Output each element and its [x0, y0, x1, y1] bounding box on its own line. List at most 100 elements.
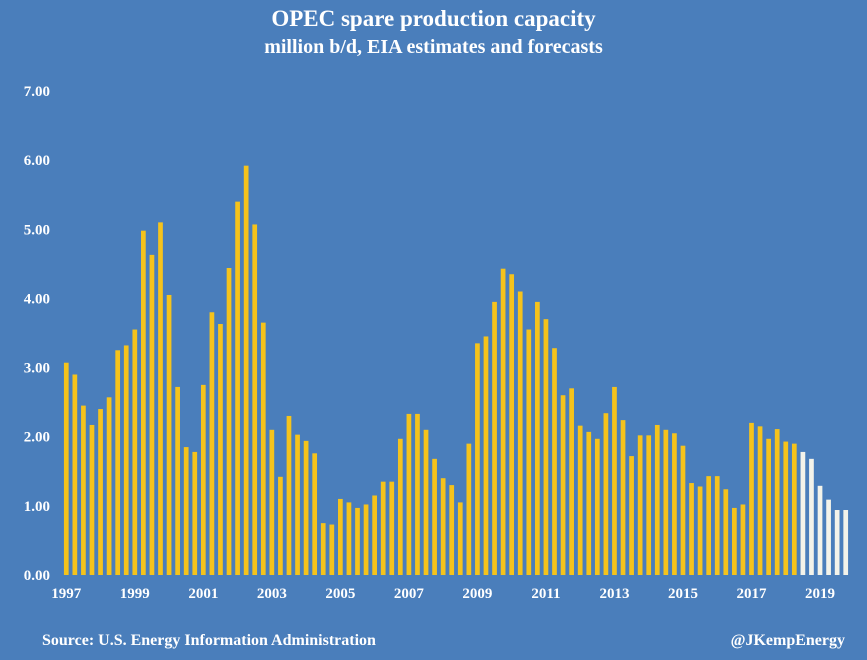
x-axis: 1997 1999 2001 2003 2005 2007 2009 2011 2013 2015… [51, 586, 835, 602]
estimate-bar [749, 422, 754, 575]
estimate-bar [72, 374, 78, 575]
y-tick-label: 4.00 [24, 291, 50, 307]
estimate-bar [672, 433, 677, 575]
estimate-bar [175, 386, 180, 575]
x-tick-label: 2019 [805, 586, 835, 602]
forecast-bar [826, 499, 831, 575]
forecast-bar [817, 485, 823, 575]
estimate-bar [766, 438, 771, 575]
estimate-bar [141, 230, 146, 576]
estimate-bar [757, 426, 763, 575]
estimate-bar [338, 498, 343, 575]
estimate-bar [560, 395, 566, 575]
estimate-bar [192, 451, 198, 575]
estimate-bar [646, 435, 652, 575]
estimate-bar [629, 456, 634, 575]
x-tick-label: 2001 [188, 586, 218, 602]
x-tick-label: 1997 [51, 586, 82, 602]
estimate-bar [620, 420, 626, 575]
estimate-bar [278, 476, 283, 575]
x-tick-label: 2017 [737, 586, 768, 602]
y-tick-label: 2.00 [24, 430, 50, 446]
estimate-bar [209, 312, 215, 575]
x-tick-label: 2007 [394, 586, 425, 602]
x-tick-label: 2005 [325, 586, 355, 602]
estimate-bar [723, 489, 729, 575]
estimate-bar [791, 443, 797, 575]
estimate-bar [432, 458, 437, 575]
estimate-bar [500, 268, 506, 575]
y-tick-label: 7.00 [24, 84, 50, 100]
estimate-bar [132, 329, 138, 575]
estimate-bar [492, 301, 497, 575]
estimate-bar [89, 424, 95, 575]
estimate-bar [586, 431, 592, 575]
estimate-bar [552, 348, 557, 575]
estimate-bar [158, 222, 163, 575]
y-tick-label: 5.00 [24, 222, 50, 238]
estimate-bar [286, 415, 292, 575]
estimate-bar [612, 386, 617, 575]
estimate-bar [260, 322, 266, 575]
estimate-bar [415, 413, 420, 575]
estimate-bar [517, 291, 523, 575]
estimate-bar [680, 445, 686, 575]
x-tick-label: 2009 [462, 586, 492, 602]
chart-title: OPEC spare production capacity [271, 6, 596, 31]
estimate-bar [732, 507, 737, 575]
y-tick-label: 1.00 [24, 499, 50, 515]
estimate-bar [372, 495, 377, 575]
y-tick-label: 6.00 [24, 153, 50, 169]
estimate-bar [346, 502, 352, 575]
estimate-bar [654, 424, 660, 575]
forecast-bar [843, 510, 849, 575]
estimate-bar [389, 481, 395, 575]
estimate-bar [543, 319, 549, 575]
estimate-bar [295, 434, 300, 575]
estimate-bar [783, 441, 789, 575]
x-tick-label: 2013 [599, 586, 629, 602]
estimate-bar [243, 165, 249, 576]
estimate-bar [714, 476, 720, 575]
estimate-bar [740, 504, 746, 575]
estimate-bar [200, 384, 206, 575]
estimate-bar [466, 443, 472, 575]
y-tick-label: 3.00 [24, 361, 50, 377]
estimate-bar [98, 409, 103, 575]
estimate-bar [603, 413, 609, 575]
estimate-bar [166, 294, 172, 575]
estimate-bar [423, 429, 429, 575]
estimate-bar [329, 524, 335, 575]
estimate-bar [483, 336, 489, 575]
estimate-bar [115, 350, 121, 575]
estimate-bar [183, 447, 189, 575]
x-tick-label: 2011 [531, 586, 560, 602]
bar-series [63, 165, 849, 576]
estimate-bar [457, 502, 463, 575]
estimate-bar [594, 438, 600, 575]
estimate-bar [81, 405, 86, 575]
estimate-bar [303, 440, 309, 575]
estimate-bar [380, 481, 386, 575]
estimate-bar [397, 438, 403, 575]
estimate-bar [312, 453, 318, 575]
estimate-bar [363, 504, 369, 575]
estimate-bar [106, 397, 112, 575]
estimate-bar [440, 478, 446, 575]
estimate-bar [689, 483, 694, 575]
forecast-bar [834, 510, 840, 575]
estimate-bar [252, 224, 258, 575]
estimate-bar [577, 425, 583, 575]
estimate-bar [355, 507, 360, 575]
x-tick-label: 2003 [257, 586, 287, 602]
estimate-bar [526, 329, 532, 575]
estimate-bar [149, 254, 155, 575]
author-handle: @JKempEnergy [730, 632, 845, 649]
estimate-bar [697, 486, 703, 575]
x-tick-label: 1999 [120, 586, 150, 602]
estimate-bar [269, 429, 275, 575]
estimate-bar [123, 345, 129, 575]
estimate-bar [320, 523, 326, 575]
estimate-bar [475, 343, 480, 575]
estimate-bar [663, 429, 669, 575]
